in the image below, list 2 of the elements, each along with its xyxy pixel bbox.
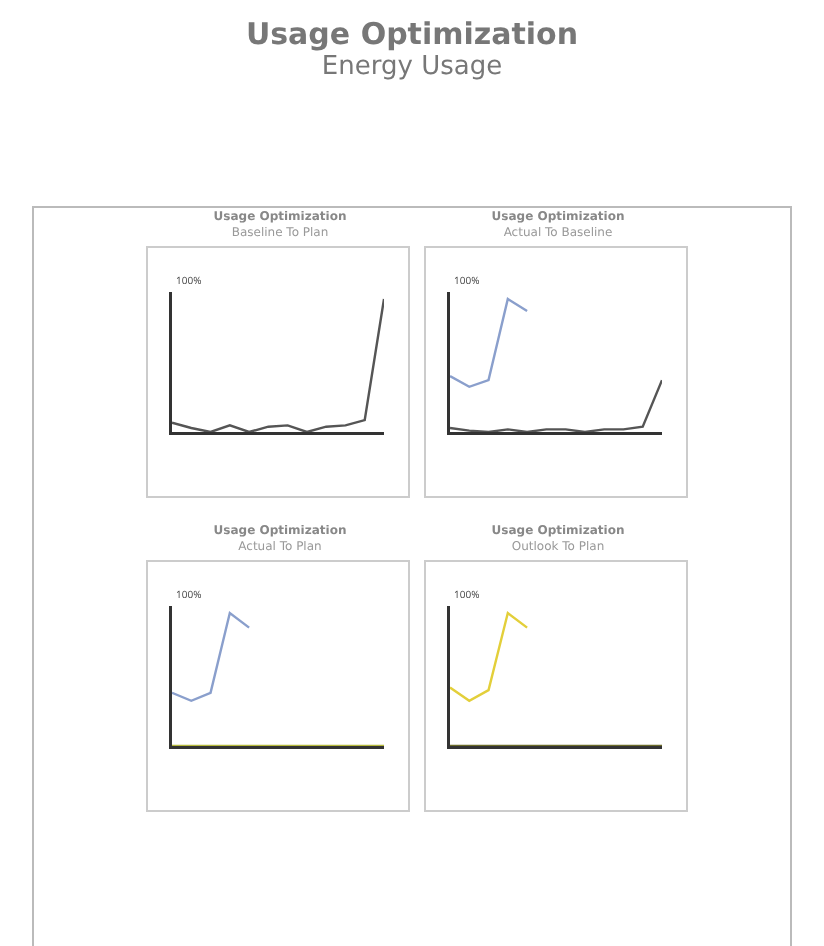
text: Energy Usage (319, 52, 505, 82)
text: Usage Optimization (243, 16, 581, 52)
